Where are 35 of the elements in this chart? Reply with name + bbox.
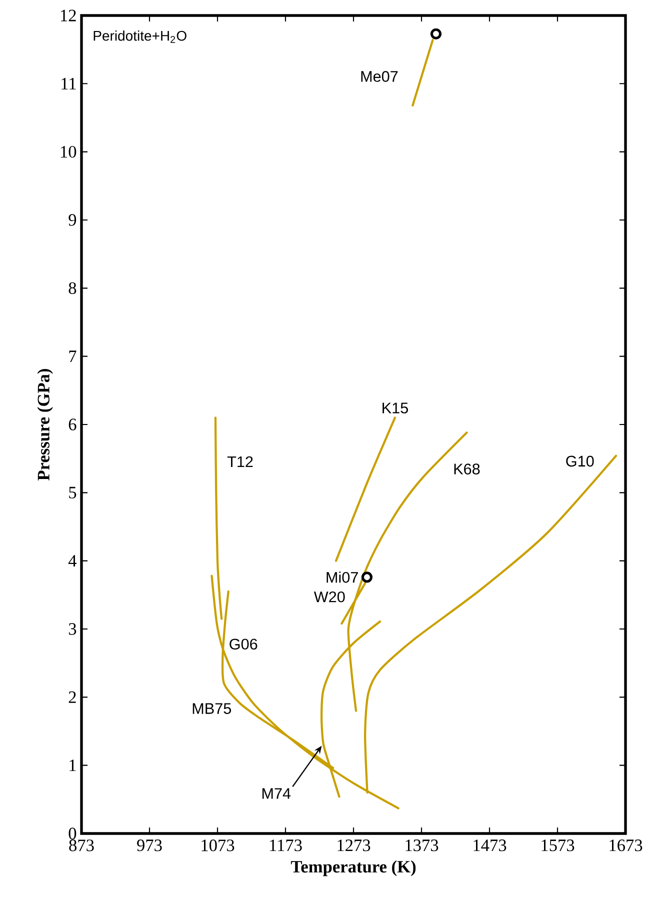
y-tick-label: 6 xyxy=(68,418,76,430)
x-tick-label: 973 xyxy=(137,840,162,852)
series-label: G06 xyxy=(230,638,258,650)
y-tick-label: 0 xyxy=(68,828,76,840)
x-tick-label: 1573 xyxy=(542,840,574,852)
y-tick-label: 11 xyxy=(62,78,76,90)
y-tick-label: 4 xyxy=(68,555,77,567)
x-tick-label: 1373 xyxy=(406,840,438,852)
y-tick-label: 9 xyxy=(68,214,76,226)
series-label: G10 xyxy=(566,456,594,467)
series-label: T12 xyxy=(227,456,253,468)
x-tick-label: 1073 xyxy=(202,840,234,852)
x-axis-title: Temperature (K) xyxy=(290,860,416,876)
x-tick-label: 1173 xyxy=(270,840,302,852)
x-tick-label: 873 xyxy=(69,840,94,852)
series-label: Me07 xyxy=(361,71,398,82)
y-tick-label: 12 xyxy=(60,10,76,22)
y-tick-label: 8 xyxy=(68,282,76,294)
series-label: K68 xyxy=(454,464,480,474)
x-tick-label: 1473 xyxy=(474,840,506,852)
text: M74 xyxy=(262,788,291,799)
x-tick-label: 1273 xyxy=(338,840,370,852)
y-tick-label: 10 xyxy=(60,146,76,158)
y-tick-label: 3 xyxy=(68,623,76,635)
series-label: K15 xyxy=(382,402,408,414)
y-axis-title: Pressure (GPa) xyxy=(37,369,53,480)
y-tick-label: 7 xyxy=(69,350,76,362)
series-label: W20 xyxy=(314,591,345,602)
x-tick-label: 1673 xyxy=(610,840,642,852)
y-tick-label: 5 xyxy=(69,486,76,498)
text: Peridotite+H$_{2}$O xyxy=(94,30,186,43)
series-label: Mi07 xyxy=(326,572,358,583)
y-tick-label: 1 xyxy=(70,760,76,772)
series-label: MB75 xyxy=(192,703,232,714)
y-tick-label: 2 xyxy=(68,691,76,703)
